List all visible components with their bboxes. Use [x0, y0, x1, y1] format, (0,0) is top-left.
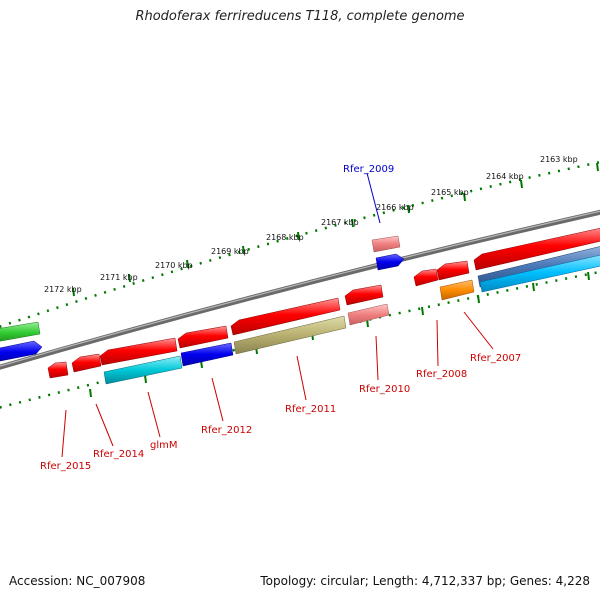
gene-arrow[interactable]	[371, 235, 401, 253]
callout-line	[463, 311, 494, 350]
gene-label-rfer-2012[interactable]: Rfer_2012	[201, 425, 252, 436]
gene-arrow[interactable]	[479, 253, 600, 293]
ruler-labels: 2163 kbp 2164 kbp 2165 kbp 2166 kbp 2167…	[44, 155, 578, 294]
outer-ruler	[0, 160, 600, 328]
gene-arrow[interactable]	[47, 361, 69, 379]
ruler-label: 2166 kbp	[376, 203, 414, 212]
outer-ruler-ticks	[72, 162, 599, 297]
gene-arrow[interactable]	[103, 355, 183, 385]
ruler-label: 2171 kbp	[100, 273, 138, 282]
gene-arrow[interactable]	[347, 303, 390, 326]
gene-arrow[interactable]	[233, 315, 347, 355]
gene-arrow[interactable]	[473, 226, 600, 271]
callout-line	[296, 355, 307, 401]
gene-label-rfer-2007[interactable]: Rfer_2007	[470, 353, 521, 364]
gene-arrow[interactable]	[99, 337, 178, 366]
gene-arrow[interactable]	[71, 353, 102, 373]
gene-arrow[interactable]	[0, 340, 43, 363]
gene-arrow[interactable]	[436, 260, 470, 281]
gene-arrow[interactable]	[375, 253, 405, 271]
ruler-label: 2164 kbp	[486, 172, 524, 181]
reverse-strand	[103, 246, 600, 385]
gene-label-rfer-2008[interactable]: Rfer_2008	[416, 369, 467, 380]
gene-label-rfer-2009[interactable]: Rfer_2009	[343, 164, 394, 175]
gene-label-rfer-2014[interactable]: Rfer_2014	[93, 449, 144, 460]
callout-line	[366, 172, 381, 224]
callout-line	[95, 403, 114, 447]
ruler-label: 2170 kbp	[155, 261, 193, 270]
gene-label-glmm[interactable]: glmM	[150, 440, 178, 451]
forward-strand	[0, 226, 600, 379]
callout-lines	[61, 172, 494, 458]
callout-line	[61, 409, 67, 458]
ruler-label: 2165 kbp	[431, 188, 469, 197]
callout-line	[375, 335, 379, 381]
callout-line	[436, 319, 439, 367]
gene-arrow[interactable]	[180, 342, 234, 367]
gene-label-rfer-2015[interactable]: Rfer_2015	[40, 461, 91, 472]
ruler-label: 2168 kbp	[266, 233, 304, 242]
genome-backbone	[0, 209, 600, 370]
gene-arrow[interactable]	[439, 279, 475, 301]
topology-text: Topology: circular; Length: 4,712,337 bp…	[260, 574, 590, 588]
ruler-label: 2167 kbp	[321, 218, 359, 227]
callout-line	[147, 391, 161, 438]
gene-label-rfer-2011[interactable]: Rfer_2011	[285, 404, 336, 415]
page-title: Rhodoferax ferrireducens T118, complete …	[135, 9, 465, 24]
accession-text: Accession: NC_007908	[9, 574, 146, 588]
gene-arrow[interactable]	[177, 325, 229, 349]
gene-arrow[interactable]	[344, 284, 384, 306]
gene-label-rfer-2010[interactable]: Rfer_2010	[359, 384, 410, 395]
gene-arrow[interactable]	[413, 268, 439, 287]
ruler-label: 2163 kbp	[540, 155, 578, 164]
gene-labels: Rfer_2009 Rfer_2007 Rfer_2008 Rfer_2010 …	[40, 164, 521, 472]
ruler-label: 2169 kbp	[211, 247, 249, 256]
callout-line	[211, 377, 224, 422]
gene-arrow[interactable]	[230, 297, 341, 336]
ruler-label: 2172 kbp	[44, 285, 82, 294]
gene-arrow[interactable]	[0, 321, 41, 343]
